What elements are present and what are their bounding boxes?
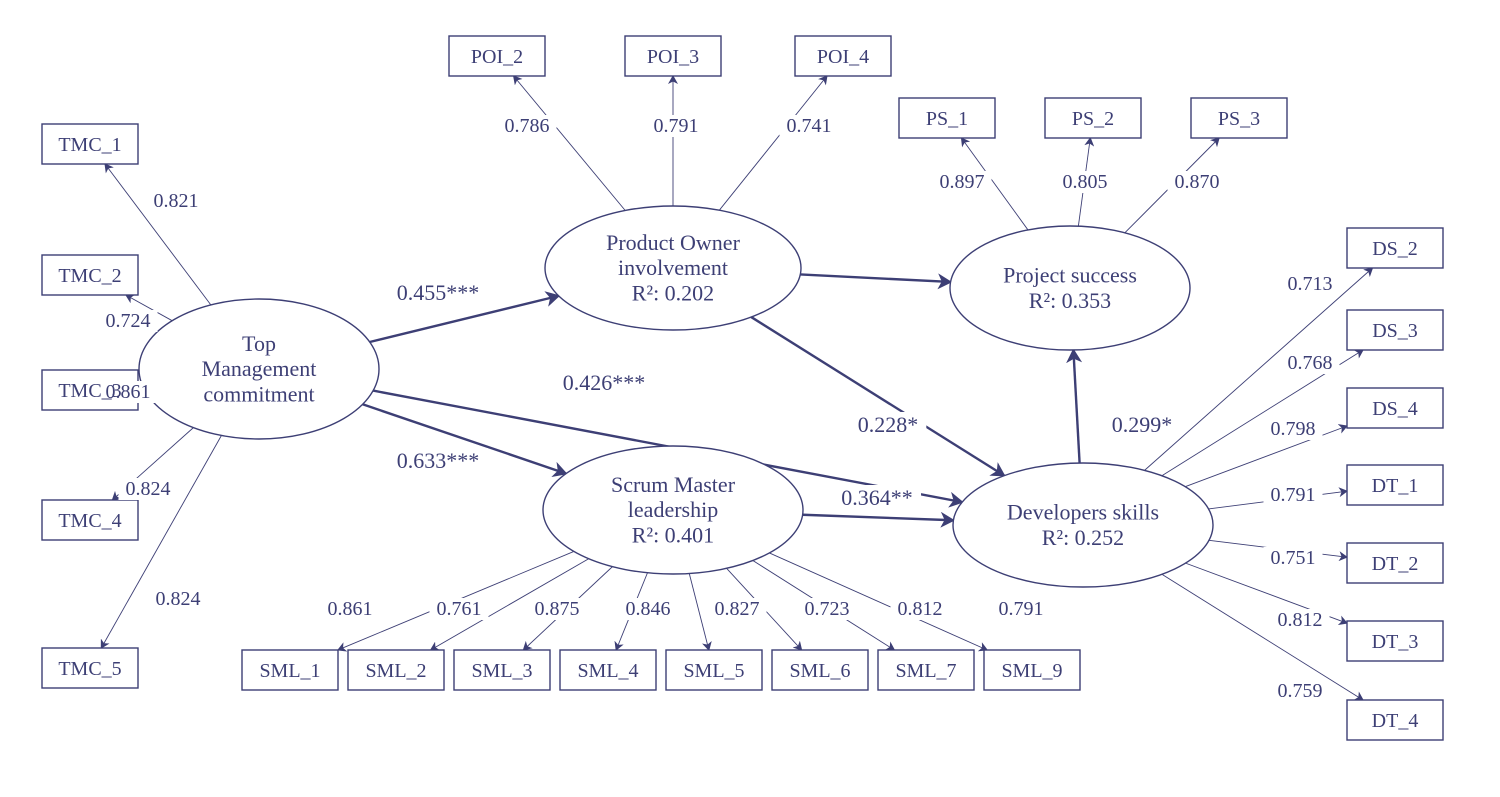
indicator-label-DT_2: DT_2	[1372, 553, 1419, 575]
loading-label-SML_7: 0.812	[898, 598, 943, 620]
latent-label-TMC-0: Top	[242, 331, 276, 356]
loading-DT_4	[1162, 574, 1363, 700]
loading-label-POI_2: 0.786	[505, 115, 550, 137]
indicator-label-POI_3: POI_3	[647, 46, 699, 68]
loading-label-SML_3: 0.875	[535, 598, 580, 620]
latent-label-TMC-2: commitment	[203, 381, 314, 406]
loading-POI_2	[514, 76, 626, 210]
loading-label-SML_5: 0.827	[715, 598, 760, 620]
loading-label-POI_3: 0.791	[654, 115, 699, 137]
latent-label-POI-1: involvement	[618, 255, 728, 280]
loading-label-PS_1: 0.897	[940, 171, 985, 193]
loading-label-SML_2: 0.761	[437, 598, 482, 620]
loading-label-PS_2: 0.805	[1063, 171, 1108, 193]
indicator-label-DT_3: DT_3	[1372, 631, 1419, 653]
latent-label-POI-0: Product Owner	[606, 230, 740, 255]
indicator-label-DT_1: DT_1	[1372, 475, 1419, 497]
loading-label-SML_6: 0.723	[805, 598, 850, 620]
indicator-label-SML_7: SML_7	[895, 660, 956, 682]
loading-label-TMC_1: 0.821	[154, 190, 199, 212]
loading-label-PS_3: 0.870	[1175, 171, 1220, 193]
latent-label-DS-0: Developers skills	[1007, 500, 1159, 525]
loading-label-TMC_5: 0.824	[156, 588, 201, 610]
indicator-label-PS_2: PS_2	[1072, 108, 1114, 130]
indicator-label-SML_1: SML_1	[259, 660, 320, 682]
indicator-label-PS_1: PS_1	[926, 108, 968, 130]
indicator-label-POI_4: POI_4	[817, 46, 869, 68]
loading-label-POI_4: 0.741	[787, 115, 832, 137]
indicator-label-TMC_5: TMC_5	[58, 658, 121, 680]
indicator-label-SML_5: SML_5	[683, 660, 744, 682]
latent-label-SML-2: R²: 0.401	[632, 522, 714, 547]
loading-label-DS_4: 0.798	[1271, 418, 1316, 440]
indicator-label-TMC_1: TMC_1	[58, 134, 121, 156]
path-DS-PS	[1073, 350, 1079, 463]
loading-label-DT_1: 0.791	[1271, 484, 1316, 506]
path-label-SML-DS: 0.364**	[841, 485, 913, 510]
loading-label-SML_1: 0.861	[328, 598, 373, 620]
sem-diagram: 0.455*** 0.633*** 0.426*** 0.228* 0.364** 0.2…	[0, 0, 1500, 797]
latent-label-SML-1: leadership	[628, 497, 718, 522]
latent-label-PS-0: Project success	[1003, 263, 1137, 288]
indicator-label-TMC_2: TMC_2	[58, 265, 121, 287]
path-POI-DS	[751, 317, 1004, 476]
loading-TMC_5	[101, 435, 221, 648]
indicator-label-DS_4: DS_4	[1372, 398, 1418, 420]
indicator-label-SML_6: SML_6	[789, 660, 850, 682]
indicator-label-PS_3: PS_3	[1218, 108, 1260, 130]
indicator-label-SML_4: SML_4	[577, 660, 638, 682]
indicator-label-SML_2: SML_2	[365, 660, 426, 682]
path-label-TMC-SML: 0.633***	[397, 448, 480, 473]
indicator-label-TMC_3: TMC_3	[58, 380, 121, 402]
path-label-TMC-POI: 0.455***	[397, 280, 480, 305]
indicator-label-POI_2: POI_2	[471, 46, 523, 68]
loading-label-TMC_2: 0.724	[106, 310, 151, 332]
path-label-DS-PS: 0.299*	[1112, 412, 1173, 437]
loading-label-DS_3: 0.768	[1288, 352, 1333, 374]
loading-label-DT_2: 0.751	[1271, 547, 1316, 569]
latent-label-DS-1: R²: 0.252	[1042, 525, 1124, 550]
path-POI-PS	[800, 274, 950, 282]
indicator-label-TMC_4: TMC_4	[58, 510, 121, 532]
indicator-label-SML_3: SML_3	[471, 660, 532, 682]
loading-label-TMC_4: 0.824	[126, 478, 171, 500]
loading-POI_4	[719, 76, 827, 210]
loading-label-SML_9: 0.791	[999, 598, 1044, 620]
latent-label-POI-2: R²: 0.202	[632, 280, 714, 305]
indicator-label-DS_3: DS_3	[1372, 320, 1418, 342]
latent-label-SML-0: Scrum Master	[611, 472, 736, 497]
loading-label-DS_2: 0.713	[1288, 273, 1333, 295]
indicator-label-SML_9: SML_9	[1001, 660, 1062, 682]
loading-SML_5	[689, 573, 709, 650]
loading-label-SML_4: 0.846	[626, 598, 671, 620]
loading-label-DT_4: 0.759	[1278, 680, 1323, 702]
path-SML-DS	[803, 515, 954, 521]
loading-label-DT_3: 0.812	[1278, 609, 1323, 631]
path-label-POI-DS: 0.228*	[858, 412, 919, 437]
latent-label-TMC-1: Management	[202, 356, 317, 381]
indicator-label-DS_2: DS_2	[1372, 238, 1418, 260]
path-label-TMC-DS: 0.426***	[563, 370, 646, 395]
latent-label-PS-1: R²: 0.353	[1029, 288, 1111, 313]
indicator-label-DT_4: DT_4	[1372, 710, 1419, 732]
